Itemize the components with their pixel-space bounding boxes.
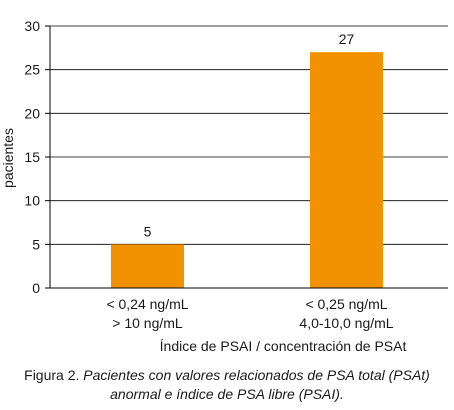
y-tick-label-15: 15 (24, 149, 40, 165)
data-label-0: 5 (144, 223, 152, 239)
y-axis-title: pacientes (0, 128, 16, 188)
x-category-labels: < 0,24 ng/mL > 10 ng/mL < 0,25 ng/mL 4,0-10… (106, 296, 393, 331)
data-labels: 5 27 (144, 31, 355, 239)
bar-0 (111, 244, 184, 288)
data-label-1: 27 (339, 31, 355, 47)
x-category-label-0-0: < 0,24 ng/mL (106, 296, 188, 312)
y-tick-label-0: 0 (32, 280, 40, 296)
x-category-label-1-1: 4,0-10,0 ng/mL (299, 315, 393, 331)
caption-prefix: Figura 2. (24, 367, 84, 383)
caption-title-line-1: Pacientes con valores relacionados de PS… (83, 367, 430, 383)
y-tick-label-10: 10 (24, 193, 40, 209)
y-tick-label-20: 20 (24, 105, 40, 121)
x-category-label-1-0: < 0,25 ng/mL (305, 296, 387, 312)
figure-caption: Figura 2. Pacientes con valores relacion… (0, 366, 454, 404)
caption-title-line-2: anormal e índice de PSA libre (PSAI). (110, 386, 344, 402)
y-tick-label-25: 25 (24, 62, 40, 78)
caption-line-1: Figura 2. Pacientes con valores relacion… (0, 366, 454, 385)
x-axis-title: Índice de PSAI / concentración de PSAt (160, 338, 407, 354)
gridlines (45, 25, 448, 289)
axes (49, 26, 448, 289)
y-tick-label-30: 30 (24, 18, 40, 34)
y-tick-labels: 0 5 10 15 20 25 30 (24, 18, 40, 296)
x-category-label-0-1: > 10 ng/mL (112, 315, 183, 331)
y-tick-label-5: 5 (32, 236, 40, 252)
bars (111, 52, 383, 289)
bar-1 (310, 52, 383, 289)
